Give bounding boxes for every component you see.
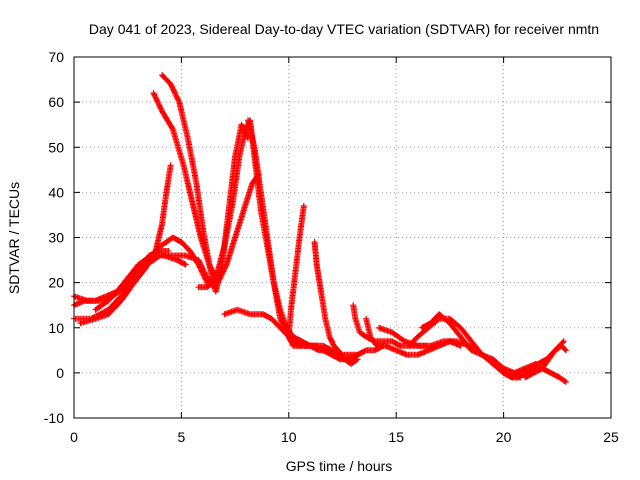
y-tick-label: 0 bbox=[56, 365, 64, 381]
x-tick-label: 10 bbox=[281, 429, 297, 445]
data-marker-path bbox=[522, 342, 569, 381]
series-arc-11 bbox=[285, 202, 357, 363]
data-marker-path bbox=[285, 202, 357, 363]
data-marker-path bbox=[92, 234, 219, 313]
series-arc-5 bbox=[92, 234, 219, 313]
y-tick-label: 20 bbox=[48, 275, 64, 291]
chart-title: Day 041 of 2023, Sidereal Day-to-day VTE… bbox=[89, 21, 599, 37]
series-arc-12 bbox=[311, 239, 361, 367]
x-tick-label: 15 bbox=[388, 429, 404, 445]
y-tick-label: 30 bbox=[48, 230, 64, 246]
y-tick-label: 50 bbox=[48, 139, 64, 155]
x-axis-label: GPS time / hours bbox=[286, 458, 393, 474]
x-tick-label: 25 bbox=[603, 429, 619, 445]
y-tick-label: -10 bbox=[44, 410, 64, 426]
x-tick-label: 5 bbox=[178, 429, 186, 445]
y-tick-label: 10 bbox=[48, 320, 64, 336]
series-arc-20 bbox=[522, 342, 569, 381]
x-tick-label: 20 bbox=[496, 429, 512, 445]
axis-ticks: 0 5 10 15 20 25 -10 0 10 20 30 40 50 60 70 bbox=[44, 49, 619, 445]
x-tick-label: 0 bbox=[70, 429, 78, 445]
grid-lines bbox=[74, 57, 611, 418]
data-marker-path bbox=[311, 239, 361, 367]
y-tick-label: 60 bbox=[48, 94, 64, 110]
y-tick-label: 40 bbox=[48, 184, 64, 200]
y-axis-label: SDTVAR / TECUs bbox=[6, 182, 22, 294]
y-tick-label: 70 bbox=[48, 49, 64, 65]
